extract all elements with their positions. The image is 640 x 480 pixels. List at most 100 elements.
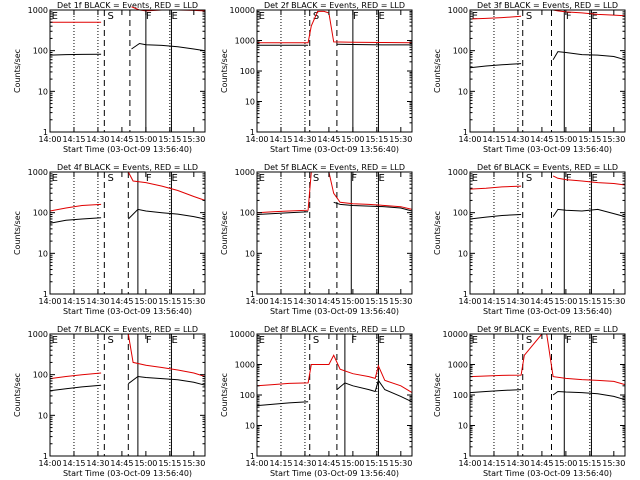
- x-tick-label: 14:30: [86, 459, 109, 468]
- region-label: E: [52, 173, 58, 184]
- x-tick-label: 14:15: [62, 297, 85, 306]
- region-label: E: [259, 335, 265, 346]
- y-tick-label: 10000: [443, 330, 468, 339]
- x-tick-label: 14:00: [458, 297, 481, 306]
- x-tick-label: 14:30: [293, 135, 316, 144]
- y-axis-title: Counts/sec: [13, 49, 22, 93]
- x-axis-title: Start Time (03-Oct-09 13:56:40): [483, 145, 612, 154]
- y-axis-title: Counts/sec: [433, 211, 442, 255]
- x-tick-label: 14:45: [530, 459, 553, 468]
- x-tick-label: 14:00: [38, 135, 61, 144]
- region-label: S: [526, 11, 532, 22]
- y-tick-label: 10: [38, 87, 48, 96]
- events-series-line: [49, 384, 102, 392]
- lld-series-line: [127, 333, 206, 377]
- events-series-line: [469, 63, 522, 69]
- region-label: E: [171, 11, 177, 22]
- events-series-line: [49, 217, 102, 224]
- y-tick-label: 1000: [28, 168, 48, 177]
- plot-frame: [469, 9, 626, 133]
- x-tick-label: 14:00: [458, 459, 481, 468]
- region-label: S: [313, 11, 319, 22]
- y-tick-label: 100: [453, 47, 468, 56]
- y-tick-label: 1000: [28, 6, 48, 15]
- x-tick-label: 15:30: [602, 297, 625, 306]
- x-axis-title: Start Time (03-Oct-09 13:56:40): [270, 469, 399, 478]
- region-label: F: [566, 173, 572, 184]
- x-tick-label: 15:00: [134, 297, 157, 306]
- x-tick-label: 15:00: [134, 459, 157, 468]
- lld-series-line: [256, 171, 413, 214]
- x-tick-label: 14:15: [482, 459, 505, 468]
- y-axis-title: Counts/sec: [433, 49, 442, 93]
- events-series-line: [552, 390, 626, 401]
- x-tick-label: 15:15: [365, 459, 388, 468]
- y-tick-label: 1000: [235, 361, 255, 370]
- y-tick-label: 100: [240, 209, 255, 218]
- y-tick-label: 10: [38, 249, 48, 258]
- chart-title: Det 1f BLACK = Events, RED = LLD: [57, 1, 198, 10]
- events-series-line: [128, 375, 206, 386]
- plot-frame: [49, 171, 206, 295]
- region-label: F: [566, 11, 572, 22]
- events-series-line: [552, 51, 626, 61]
- region-label: F: [351, 173, 357, 184]
- y-tick-label: 1000: [448, 168, 468, 177]
- x-tick-label: 15:15: [365, 135, 388, 144]
- events-series-line: [552, 208, 626, 218]
- y-tick-label: 10: [245, 422, 255, 431]
- region-label: E: [472, 335, 478, 346]
- x-axis-title: Start Time (03-Oct-09 13:56:40): [270, 307, 399, 316]
- x-tick-label: 15:30: [182, 459, 205, 468]
- x-tick-label: 14:15: [62, 135, 85, 144]
- y-tick-label: 10: [245, 249, 255, 258]
- region-label: S: [313, 335, 319, 346]
- x-tick-label: 15:15: [158, 297, 181, 306]
- y-axis-title: Counts/sec: [220, 373, 229, 417]
- lld-series-line: [553, 9, 626, 17]
- x-tick-label: 14:15: [482, 297, 505, 306]
- y-tick-label: 100: [33, 209, 48, 218]
- x-axis-title: Start Time (03-Oct-09 13:56:40): [483, 469, 612, 478]
- region-label: E: [472, 11, 478, 22]
- x-axis-title: Start Time (03-Oct-09 13:56:40): [483, 307, 612, 316]
- chart-title: Det 6f BLACK = Events, RED = LLD: [477, 163, 618, 172]
- y-tick-label: 1: [250, 452, 255, 461]
- y-tick-label: 1000: [235, 37, 255, 46]
- lld-series-line: [469, 185, 522, 190]
- x-axis-title: Start Time (03-Oct-09 13:56:40): [63, 469, 192, 478]
- events-series-line: [469, 214, 522, 220]
- region-label: E: [171, 335, 177, 346]
- x-tick-label: 14:15: [269, 459, 292, 468]
- x-tick-label: 14:45: [317, 135, 340, 144]
- x-tick-label: 15:30: [389, 135, 412, 144]
- region-label: S: [108, 11, 114, 22]
- x-tick-label: 15:30: [182, 297, 205, 306]
- y-tick-label: 100: [453, 209, 468, 218]
- region-label: S: [526, 335, 532, 346]
- region-label: S: [526, 173, 532, 184]
- y-tick-label: 1: [250, 290, 255, 299]
- events-series-line: [336, 379, 413, 403]
- region-label: E: [171, 173, 177, 184]
- lld-series-line: [49, 372, 102, 380]
- region-label: E: [378, 11, 384, 22]
- lld-series-line: [552, 175, 626, 186]
- region-label: E: [591, 335, 597, 346]
- x-tick-label: 14:00: [38, 459, 61, 468]
- region-label: E: [591, 11, 597, 22]
- region-label: S: [108, 173, 114, 184]
- region-label: F: [351, 335, 357, 346]
- y-tick-label: 10: [38, 411, 48, 420]
- region-label: E: [259, 11, 265, 22]
- y-tick-label: 1000: [28, 330, 48, 339]
- region-label: E: [52, 335, 58, 346]
- x-tick-label: 14:30: [506, 135, 529, 144]
- lld-series-line: [257, 10, 413, 44]
- lld-series-line: [469, 15, 522, 20]
- y-tick-label: 1000: [448, 6, 468, 15]
- x-tick-label: 14:00: [245, 135, 268, 144]
